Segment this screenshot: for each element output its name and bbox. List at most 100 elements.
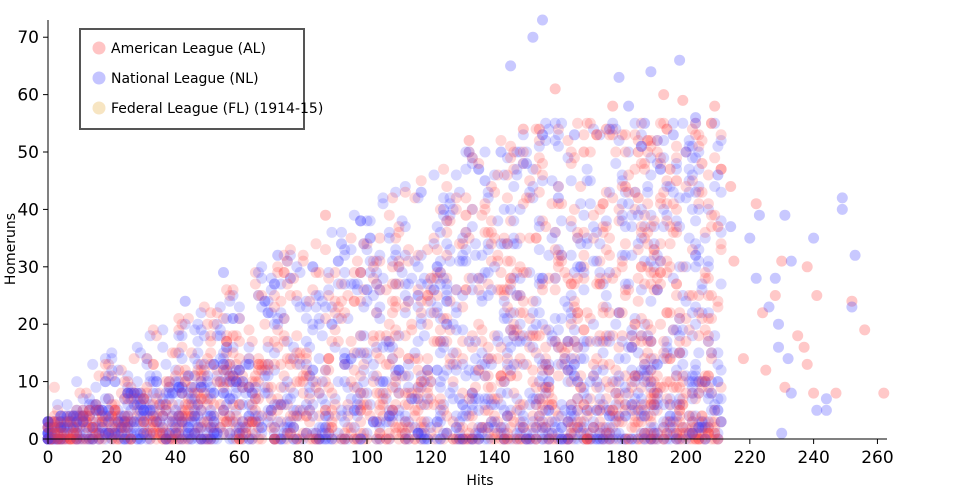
point-al [409, 353, 421, 365]
point-al [281, 255, 293, 267]
point-al [696, 376, 708, 388]
point-al [658, 89, 670, 101]
point-nl [259, 381, 271, 393]
point-nl [189, 370, 201, 382]
point-nl [667, 129, 679, 141]
point-al [664, 353, 676, 365]
point-nl [377, 341, 389, 353]
point-al [642, 347, 654, 359]
point-nl [588, 221, 599, 233]
point-nl [441, 364, 453, 376]
point-al [479, 370, 491, 382]
point-al [540, 221, 552, 233]
point-nl [52, 399, 64, 411]
point-al [801, 261, 813, 273]
point-al [131, 416, 143, 428]
point-nl [351, 399, 363, 411]
point-al [253, 353, 264, 365]
point-nl [256, 261, 268, 273]
point-nl [785, 387, 797, 399]
point-nl [444, 192, 456, 204]
point-nl [671, 324, 682, 336]
point-nl [412, 261, 424, 273]
point-al [629, 318, 641, 330]
point-nl [96, 416, 108, 428]
point-nl [284, 393, 296, 405]
point-al [565, 399, 577, 411]
point-nl [182, 370, 194, 382]
point-al [412, 284, 424, 296]
point-nl [489, 261, 501, 273]
point-nl [600, 215, 612, 227]
point-al [501, 192, 513, 204]
point-al [390, 278, 402, 290]
point-nl [537, 427, 548, 439]
point-nl [457, 410, 469, 422]
point-nl [683, 186, 695, 198]
point-al [693, 376, 705, 388]
point-al [572, 117, 584, 129]
point-al [760, 364, 772, 376]
point-nl [281, 393, 293, 405]
point-nl [712, 376, 724, 388]
point-nl [565, 249, 577, 261]
point-nl [626, 341, 638, 353]
point-al [619, 146, 631, 158]
point-nl [610, 158, 622, 169]
point-al [109, 410, 121, 422]
point-al [651, 272, 663, 284]
point-nl [546, 330, 558, 342]
point-al [355, 267, 367, 278]
point-nl [438, 399, 450, 411]
point-al [572, 226, 584, 238]
point-al [355, 267, 367, 278]
point-nl [537, 416, 548, 428]
x-tick-label: 200 [670, 448, 702, 468]
point-al [501, 255, 513, 267]
x-tick-label: 100 [351, 448, 383, 468]
point-al [591, 129, 603, 141]
point-nl [403, 370, 414, 382]
point-al [80, 422, 92, 433]
point-nl [680, 192, 692, 204]
point-nl [645, 364, 657, 376]
point-al [450, 358, 462, 370]
point-nl [269, 347, 280, 359]
point-al [428, 399, 440, 411]
point-nl [498, 203, 510, 215]
point-nl [249, 410, 261, 422]
point-al [147, 324, 159, 336]
point-nl [192, 347, 204, 359]
point-nl [224, 427, 236, 439]
point-nl [696, 376, 708, 388]
point-al [575, 381, 587, 393]
point-al [320, 364, 331, 376]
point-nl [632, 404, 644, 416]
point-nl [549, 422, 561, 433]
point-al [530, 422, 542, 433]
point-al [706, 209, 717, 221]
point-al [521, 267, 532, 278]
point-al [607, 192, 619, 204]
point-al [326, 422, 338, 433]
point-nl [552, 129, 564, 141]
point-nl [450, 301, 462, 313]
point-al [645, 393, 657, 405]
point-nl [473, 163, 485, 175]
point-nl [367, 290, 379, 301]
point-nl [320, 410, 331, 422]
point-al [495, 376, 507, 388]
point-al [517, 422, 529, 433]
point-al [323, 364, 335, 376]
point-nl [434, 381, 446, 393]
point-nl [361, 353, 373, 365]
point-al [396, 422, 408, 433]
point-al [230, 330, 242, 342]
point-nl [412, 290, 424, 301]
point-al [460, 209, 472, 221]
point-nl [418, 330, 430, 342]
x-tick-label: 60 [229, 448, 251, 468]
point-nl [476, 295, 488, 307]
point-al [243, 416, 255, 428]
point-nl [690, 112, 702, 124]
